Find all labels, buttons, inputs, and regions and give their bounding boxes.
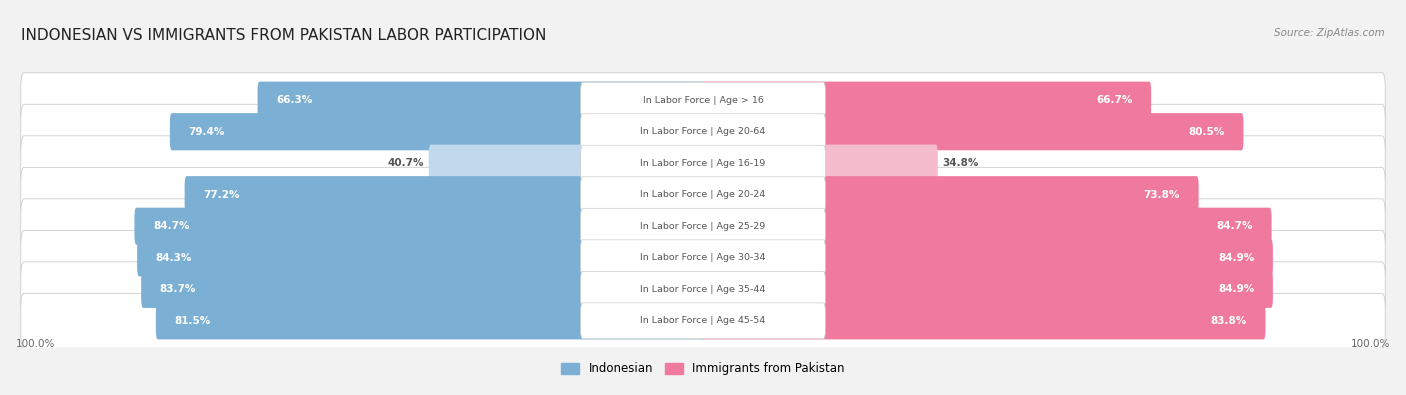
Text: In Labor Force | Age 25-29: In Labor Force | Age 25-29 — [640, 222, 766, 231]
FancyBboxPatch shape — [702, 82, 1152, 119]
Text: 40.7%: 40.7% — [388, 158, 425, 168]
Text: Source: ZipAtlas.com: Source: ZipAtlas.com — [1274, 28, 1385, 38]
FancyBboxPatch shape — [581, 208, 825, 244]
FancyBboxPatch shape — [581, 240, 825, 276]
FancyBboxPatch shape — [702, 208, 1271, 245]
FancyBboxPatch shape — [21, 293, 1385, 348]
FancyBboxPatch shape — [702, 113, 1243, 150]
Text: In Labor Force | Age 20-24: In Labor Force | Age 20-24 — [640, 190, 766, 199]
FancyBboxPatch shape — [702, 271, 1272, 308]
Text: 83.7%: 83.7% — [160, 284, 197, 294]
Text: 100.0%: 100.0% — [15, 339, 55, 348]
Text: 84.7%: 84.7% — [153, 221, 190, 231]
FancyBboxPatch shape — [138, 239, 704, 276]
Text: In Labor Force | Age 30-34: In Labor Force | Age 30-34 — [640, 253, 766, 262]
Text: 83.8%: 83.8% — [1211, 316, 1247, 326]
Text: 66.7%: 66.7% — [1097, 95, 1132, 105]
FancyBboxPatch shape — [581, 271, 825, 307]
Text: In Labor Force | Age 45-54: In Labor Force | Age 45-54 — [640, 316, 766, 325]
Text: 79.4%: 79.4% — [188, 127, 225, 137]
Text: 84.9%: 84.9% — [1218, 253, 1254, 263]
FancyBboxPatch shape — [135, 208, 704, 245]
Text: 80.5%: 80.5% — [1188, 127, 1225, 137]
FancyBboxPatch shape — [141, 271, 704, 308]
FancyBboxPatch shape — [21, 136, 1385, 191]
Text: 84.3%: 84.3% — [156, 253, 193, 263]
FancyBboxPatch shape — [170, 113, 704, 150]
FancyBboxPatch shape — [702, 302, 1265, 339]
Text: INDONESIAN VS IMMIGRANTS FROM PAKISTAN LABOR PARTICIPATION: INDONESIAN VS IMMIGRANTS FROM PAKISTAN L… — [21, 28, 547, 43]
Text: 84.7%: 84.7% — [1216, 221, 1253, 231]
FancyBboxPatch shape — [429, 145, 704, 182]
Text: 84.9%: 84.9% — [1218, 284, 1254, 294]
FancyBboxPatch shape — [581, 82, 825, 118]
FancyBboxPatch shape — [581, 145, 825, 181]
FancyBboxPatch shape — [257, 82, 704, 119]
FancyBboxPatch shape — [702, 239, 1272, 276]
Text: In Labor Force | Age > 16: In Labor Force | Age > 16 — [643, 96, 763, 105]
FancyBboxPatch shape — [702, 145, 938, 182]
FancyBboxPatch shape — [156, 302, 704, 339]
FancyBboxPatch shape — [184, 176, 704, 213]
FancyBboxPatch shape — [581, 177, 825, 213]
FancyBboxPatch shape — [702, 176, 1199, 213]
Text: In Labor Force | Age 35-44: In Labor Force | Age 35-44 — [640, 285, 766, 294]
Text: 66.3%: 66.3% — [276, 95, 312, 105]
FancyBboxPatch shape — [581, 303, 825, 339]
Text: 73.8%: 73.8% — [1143, 190, 1180, 200]
Text: 77.2%: 77.2% — [204, 190, 240, 200]
Text: In Labor Force | Age 20-64: In Labor Force | Age 20-64 — [640, 127, 766, 136]
FancyBboxPatch shape — [21, 262, 1385, 317]
FancyBboxPatch shape — [21, 199, 1385, 254]
FancyBboxPatch shape — [21, 104, 1385, 159]
Legend: Indonesian, Immigrants from Pakistan: Indonesian, Immigrants from Pakistan — [557, 358, 849, 380]
Text: In Labor Force | Age 16-19: In Labor Force | Age 16-19 — [640, 159, 766, 168]
FancyBboxPatch shape — [581, 114, 825, 150]
Text: 34.8%: 34.8% — [942, 158, 979, 168]
Text: 81.5%: 81.5% — [174, 316, 211, 326]
FancyBboxPatch shape — [21, 230, 1385, 285]
FancyBboxPatch shape — [21, 73, 1385, 128]
Text: 100.0%: 100.0% — [1351, 339, 1391, 348]
FancyBboxPatch shape — [21, 167, 1385, 222]
